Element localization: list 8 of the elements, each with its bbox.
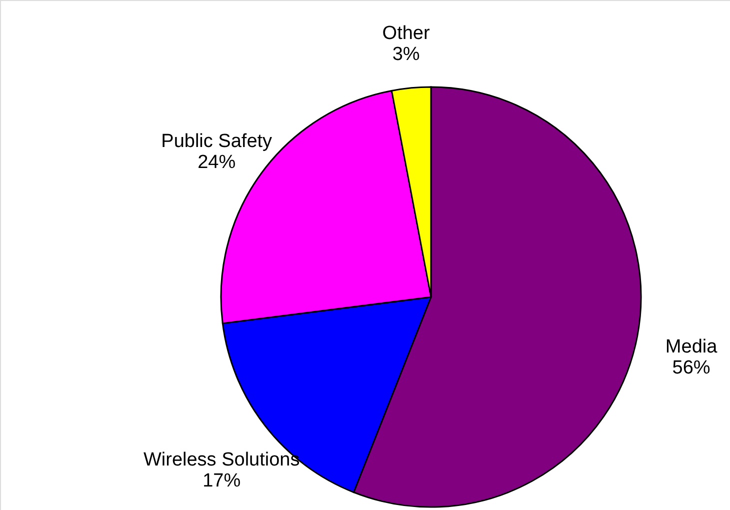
slice-label: Other [382,23,430,44]
slice-label: Media [665,336,718,358]
data-label: 24% [198,152,236,174]
data-label: 56% [672,358,710,379]
data-label: 17% [202,470,241,492]
slice-label: Wireless Solutions [143,449,300,470]
slice-label: Public Safety [161,131,273,152]
data-label: 3% [392,44,420,66]
